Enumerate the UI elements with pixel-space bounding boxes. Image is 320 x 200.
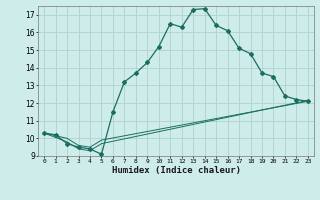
X-axis label: Humidex (Indice chaleur): Humidex (Indice chaleur) bbox=[111, 166, 241, 175]
